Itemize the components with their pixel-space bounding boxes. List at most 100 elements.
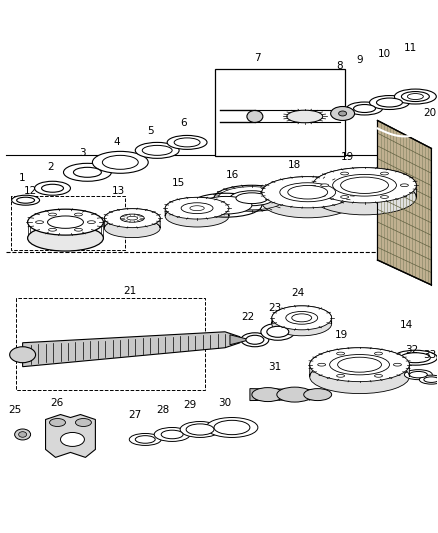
Polygon shape xyxy=(310,348,410,377)
Ellipse shape xyxy=(206,417,258,438)
Ellipse shape xyxy=(127,216,138,220)
Text: 28: 28 xyxy=(156,405,170,415)
Ellipse shape xyxy=(49,418,66,426)
Ellipse shape xyxy=(374,375,382,377)
Text: 14: 14 xyxy=(400,320,413,330)
Text: 30: 30 xyxy=(219,398,232,408)
Text: 32: 32 xyxy=(405,345,418,355)
Ellipse shape xyxy=(280,183,336,201)
Ellipse shape xyxy=(341,172,349,175)
Ellipse shape xyxy=(337,375,345,377)
Ellipse shape xyxy=(165,197,229,219)
Ellipse shape xyxy=(337,352,345,355)
Ellipse shape xyxy=(88,221,95,223)
Ellipse shape xyxy=(277,387,313,402)
Ellipse shape xyxy=(261,324,295,340)
Ellipse shape xyxy=(142,146,172,155)
Ellipse shape xyxy=(286,311,318,324)
Text: 33: 33 xyxy=(423,350,436,360)
Ellipse shape xyxy=(272,306,332,330)
Polygon shape xyxy=(230,335,250,345)
Text: 5: 5 xyxy=(147,126,154,136)
Ellipse shape xyxy=(12,195,39,205)
Ellipse shape xyxy=(267,326,289,337)
Ellipse shape xyxy=(338,357,381,372)
Text: 18: 18 xyxy=(288,160,301,171)
Ellipse shape xyxy=(28,209,103,235)
Ellipse shape xyxy=(346,102,382,115)
Ellipse shape xyxy=(272,312,332,336)
Ellipse shape xyxy=(295,188,320,197)
Ellipse shape xyxy=(341,196,349,198)
Ellipse shape xyxy=(200,197,252,214)
Ellipse shape xyxy=(60,432,85,447)
Bar xyxy=(215,69,345,156)
Ellipse shape xyxy=(35,221,43,223)
Ellipse shape xyxy=(165,205,229,227)
Ellipse shape xyxy=(35,181,71,195)
Ellipse shape xyxy=(374,352,382,355)
Text: 8: 8 xyxy=(336,61,343,71)
Text: 2: 2 xyxy=(47,163,54,172)
Ellipse shape xyxy=(49,228,57,231)
Ellipse shape xyxy=(310,348,410,382)
Ellipse shape xyxy=(214,421,250,435)
Ellipse shape xyxy=(241,333,269,347)
Ellipse shape xyxy=(42,184,64,192)
Ellipse shape xyxy=(346,360,373,369)
Ellipse shape xyxy=(313,168,417,203)
Ellipse shape xyxy=(318,364,326,366)
Ellipse shape xyxy=(19,432,27,437)
Text: 13: 13 xyxy=(112,186,125,196)
Ellipse shape xyxy=(407,94,424,100)
Ellipse shape xyxy=(287,110,323,123)
Ellipse shape xyxy=(190,206,204,211)
Text: 27: 27 xyxy=(129,409,142,419)
Ellipse shape xyxy=(246,335,264,344)
Text: 19: 19 xyxy=(341,152,354,163)
Ellipse shape xyxy=(161,430,183,439)
Ellipse shape xyxy=(262,176,353,208)
Ellipse shape xyxy=(341,177,389,193)
Ellipse shape xyxy=(393,364,401,366)
Polygon shape xyxy=(46,415,95,457)
Text: 4: 4 xyxy=(113,138,120,148)
Ellipse shape xyxy=(135,435,155,443)
Ellipse shape xyxy=(304,389,332,401)
Polygon shape xyxy=(313,168,417,197)
Ellipse shape xyxy=(120,214,144,222)
Ellipse shape xyxy=(350,180,379,190)
Ellipse shape xyxy=(92,151,148,173)
Ellipse shape xyxy=(181,203,213,214)
Ellipse shape xyxy=(75,418,92,426)
Ellipse shape xyxy=(129,433,161,446)
Polygon shape xyxy=(165,197,229,216)
Ellipse shape xyxy=(186,424,214,435)
Ellipse shape xyxy=(401,92,429,101)
Text: 25: 25 xyxy=(8,405,21,415)
Ellipse shape xyxy=(104,208,160,228)
Text: 6: 6 xyxy=(180,118,187,128)
Ellipse shape xyxy=(262,187,353,218)
Polygon shape xyxy=(378,120,431,285)
Ellipse shape xyxy=(64,163,111,181)
Ellipse shape xyxy=(331,107,355,120)
Text: 11: 11 xyxy=(404,43,417,53)
Ellipse shape xyxy=(74,167,101,177)
Text: 3: 3 xyxy=(79,148,86,158)
Ellipse shape xyxy=(247,110,263,123)
Text: 21: 21 xyxy=(124,286,137,296)
Text: 9: 9 xyxy=(356,55,363,64)
Ellipse shape xyxy=(167,135,207,149)
Ellipse shape xyxy=(214,185,290,211)
Polygon shape xyxy=(250,389,320,401)
Ellipse shape xyxy=(381,172,389,175)
Ellipse shape xyxy=(313,180,417,215)
Ellipse shape xyxy=(395,89,436,104)
Ellipse shape xyxy=(74,213,82,216)
Ellipse shape xyxy=(381,196,389,198)
Text: 7: 7 xyxy=(254,53,261,63)
Ellipse shape xyxy=(404,370,432,379)
Text: 12: 12 xyxy=(24,186,37,196)
Ellipse shape xyxy=(252,387,284,401)
